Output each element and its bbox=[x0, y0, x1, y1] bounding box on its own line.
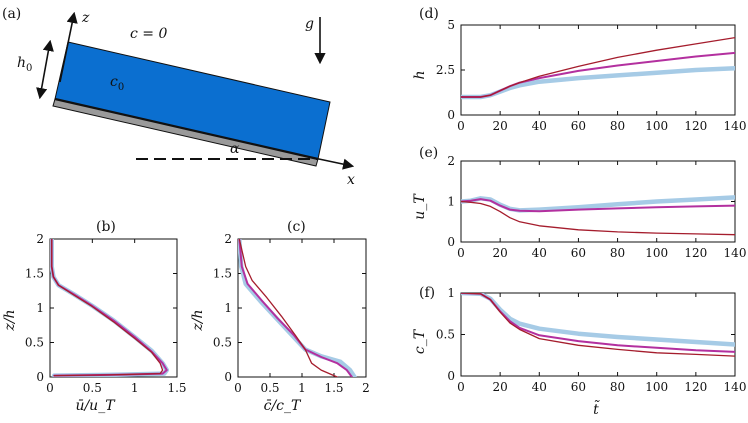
y-tick-label: 5 bbox=[447, 18, 455, 32]
y-tick-label: 0.5 bbox=[213, 336, 232, 350]
series-line-dark_red bbox=[238, 239, 338, 377]
h0-double-arrow bbox=[36, 39, 54, 100]
x-tick-label: 20 bbox=[493, 380, 508, 394]
x-tick-label: 40 bbox=[532, 119, 547, 133]
panel-b-velocity-profile: (b) 0 0.5 1 1.5 0 0.5 1 1.5 2 z/h ū/u_T bbox=[2, 219, 187, 414]
x-axis-label: c̄/c_T bbox=[264, 398, 302, 414]
x-tick-label: 0 bbox=[234, 381, 242, 395]
panel-label-c: (c) bbox=[287, 219, 306, 235]
y-axis-label: z/h bbox=[190, 309, 206, 331]
x-tick-label: 120 bbox=[684, 380, 707, 394]
x-tick-label: 0 bbox=[46, 381, 54, 395]
x-tick-label: 0.5 bbox=[260, 381, 279, 395]
series-line-dark_red bbox=[461, 200, 735, 236]
x-axis-label: x bbox=[347, 172, 355, 188]
y-tick-label: 2.5 bbox=[436, 63, 455, 77]
y-tick-label: 0 bbox=[224, 370, 232, 384]
x-tick-label: 40 bbox=[532, 246, 547, 260]
y-axis-label: u_T bbox=[412, 193, 428, 220]
c-inside-label: c0 bbox=[110, 74, 124, 93]
x-tick-label: 120 bbox=[684, 119, 707, 133]
y-tick-label: 2 bbox=[224, 232, 232, 246]
x-tick-label: 100 bbox=[645, 246, 668, 260]
y-tick-label: 1 bbox=[447, 286, 455, 300]
x-tick-label: 1.5 bbox=[324, 381, 343, 395]
series-line-light_blue bbox=[461, 293, 735, 347]
panel-label-a: (a) bbox=[2, 6, 21, 22]
x-tick-label: 80 bbox=[610, 119, 625, 133]
y-tick-label: 2 bbox=[36, 232, 44, 246]
series-line-dark_red bbox=[51, 239, 164, 377]
x-tick-label: 100 bbox=[645, 119, 668, 133]
y-axis-label: h bbox=[412, 70, 428, 79]
x-tick-label: 20 bbox=[493, 246, 508, 260]
series-line-light_blue bbox=[50, 239, 170, 377]
panel-d-height-timeseries: (d) 0 20 40 60 80 100 120 140 0 2.5 5 h bbox=[412, 6, 746, 133]
series-line-dark_red bbox=[461, 36, 735, 98]
x-tick-label: 140 bbox=[724, 380, 747, 394]
y-tick-label: 1 bbox=[224, 301, 232, 315]
x-tick-label: 1 bbox=[131, 381, 139, 395]
y-tick-label: 1.5 bbox=[213, 267, 232, 281]
x-tick-label: 60 bbox=[571, 119, 586, 133]
y-tick-label: 1 bbox=[36, 301, 44, 315]
angle-alpha-label: α bbox=[230, 141, 240, 157]
panel-f-concentration-timeseries: (f) 0 20 40 60 80 100 120 140 0 0.5 1 c_T t̃ bbox=[412, 285, 746, 418]
x-tick-label: 0 bbox=[457, 119, 465, 133]
x-tick-label: 140 bbox=[724, 119, 747, 133]
y-axis-label: c_T bbox=[412, 328, 428, 354]
x-tick-label: 80 bbox=[610, 246, 625, 260]
series-line-magenta bbox=[238, 239, 353, 377]
x-tick-label: 0.5 bbox=[83, 381, 102, 395]
panel-label-f: (f) bbox=[419, 285, 435, 301]
x-tick-label: 100 bbox=[645, 380, 668, 394]
series-line-magenta bbox=[50, 239, 168, 377]
x-tick-label: 2 bbox=[362, 381, 370, 395]
panel-label-b: (b) bbox=[96, 219, 116, 235]
x-tick-label: 80 bbox=[610, 380, 625, 394]
y-tick-label: 0 bbox=[36, 370, 44, 384]
panel-e-velocity-timeseries: (e) 0 20 40 60 80 100 120 140 0 1 2 u_T bbox=[412, 145, 746, 260]
series-line-light_blue bbox=[461, 65, 735, 100]
x-axis-arrow bbox=[299, 154, 355, 170]
c-outside-label: c = 0 bbox=[130, 26, 167, 42]
x-axis-label: ū/u_T bbox=[75, 398, 116, 414]
fluid-bottom-line bbox=[54, 97, 319, 161]
x-axis-label: t̃ bbox=[593, 399, 600, 418]
x-tick-label: 1.5 bbox=[167, 381, 186, 395]
y-tick-label: 0 bbox=[447, 369, 455, 383]
series-line-dark_red bbox=[461, 293, 735, 357]
x-tick-label: 0 bbox=[457, 380, 465, 394]
z-axis-arrow bbox=[59, 11, 78, 83]
y-tick-label: 1 bbox=[447, 195, 455, 209]
y-tick-label: 0.5 bbox=[436, 328, 455, 342]
x-tick-label: 0 bbox=[457, 246, 465, 260]
y-tick-label: 0 bbox=[447, 108, 455, 122]
y-tick-label: 0 bbox=[447, 235, 455, 249]
y-tick-label: 2 bbox=[447, 154, 455, 168]
panel-label-e: (e) bbox=[419, 145, 438, 161]
panel-c-concentration-profile: (c) 0 0.5 1 1.5 2 0 0.5 1 1.5 2 z/h c̄/c_T bbox=[190, 219, 370, 414]
h0-label: h0 bbox=[17, 55, 32, 74]
y-axis-label: z/h bbox=[2, 309, 18, 331]
series-line-magenta bbox=[461, 198, 735, 213]
axes-frame bbox=[237, 238, 367, 378]
series-line-light_blue bbox=[238, 239, 357, 377]
z-axis-label: z bbox=[81, 10, 90, 26]
fluid-layer bbox=[54, 41, 331, 160]
x-tick-label: 60 bbox=[571, 380, 586, 394]
x-tick-label: 20 bbox=[493, 119, 508, 133]
panel-label-d: (d) bbox=[419, 6, 439, 22]
x-tick-label: 40 bbox=[532, 380, 547, 394]
gravity-label: g bbox=[305, 16, 314, 32]
x-tick-label: 140 bbox=[724, 246, 747, 260]
x-tick-label: 60 bbox=[571, 246, 586, 260]
y-tick-label: 0.5 bbox=[25, 336, 44, 350]
x-tick-label: 120 bbox=[684, 246, 707, 260]
schematic-panel: (a) z x h0 c = 0 c0 g α bbox=[2, 6, 355, 188]
y-tick-label: 1.5 bbox=[25, 267, 44, 281]
x-tick-label: 1 bbox=[298, 381, 306, 395]
